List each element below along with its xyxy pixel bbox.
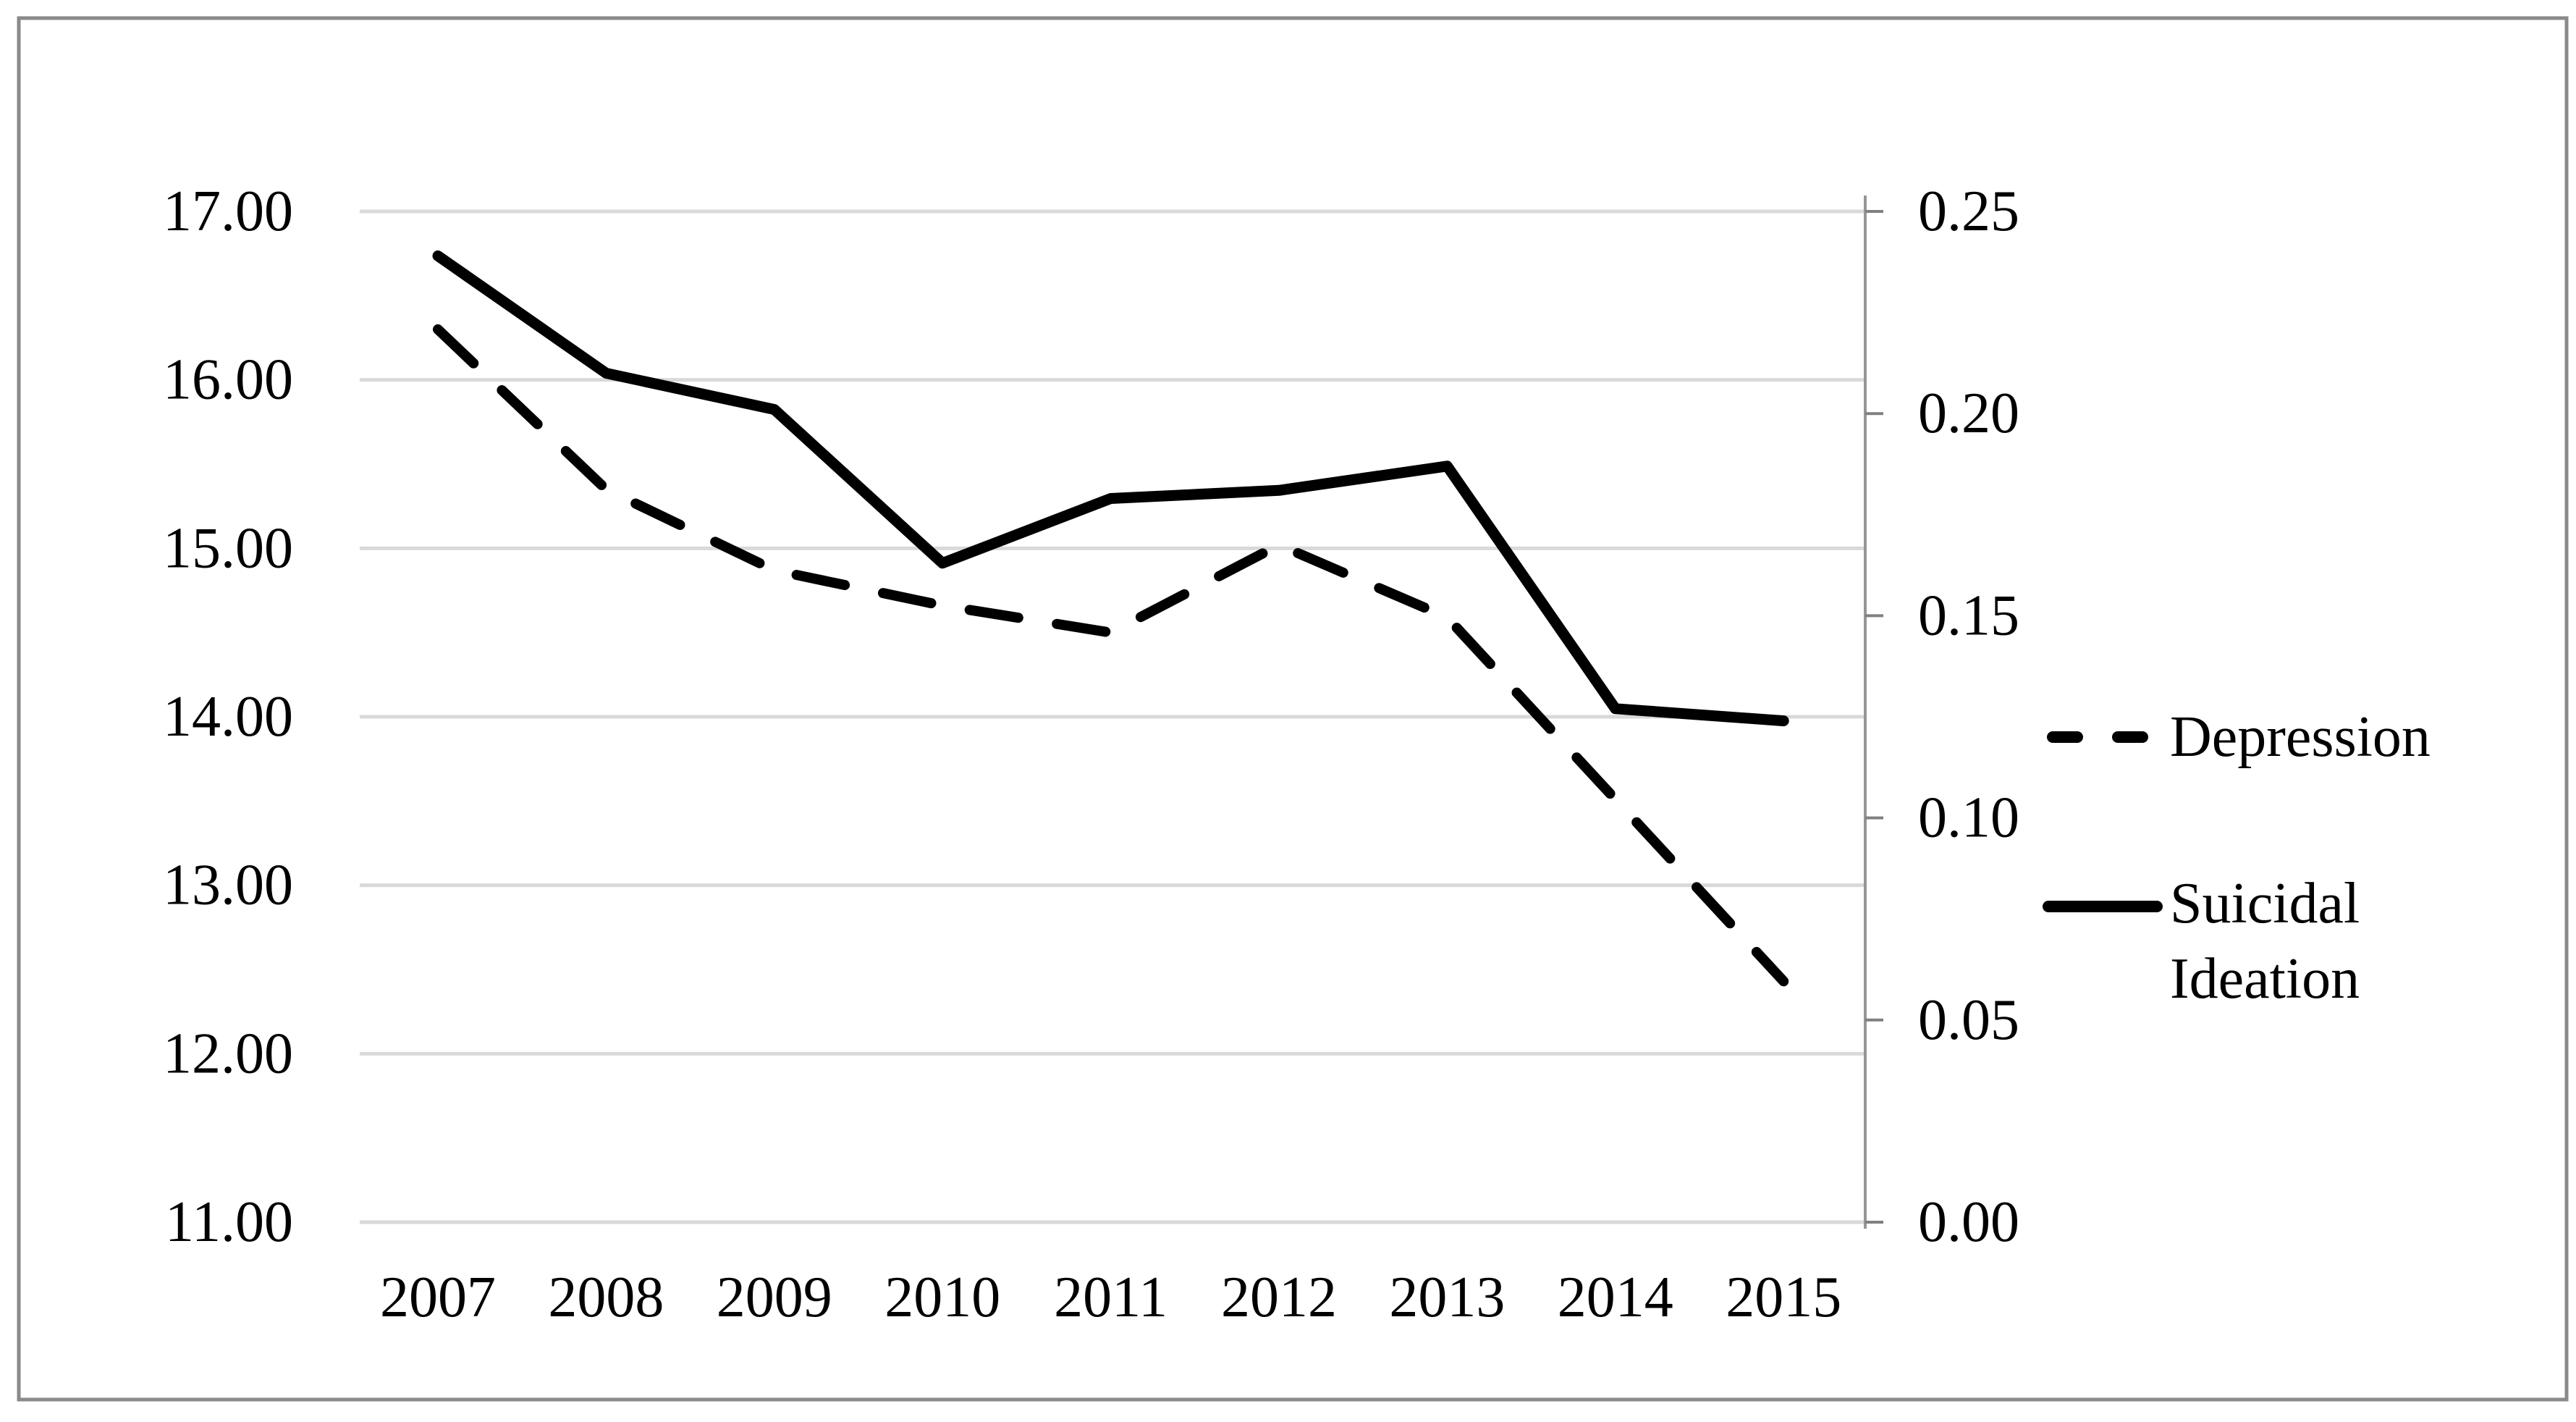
- x-axis-year-label: 2009: [717, 1266, 832, 1329]
- y-right-tick-label: 0.05: [1918, 988, 2019, 1052]
- x-axis-year-label: 2014: [1558, 1266, 1673, 1329]
- y-right-tick-label: 0.25: [1918, 180, 2019, 243]
- x-axis-year-label: 2013: [1389, 1266, 1505, 1329]
- x-axis-year-label: 2012: [1221, 1266, 1337, 1329]
- y-left-tick-label: 11.00: [165, 1190, 293, 1254]
- x-axis-year-label: 2007: [380, 1266, 496, 1329]
- y-left-tick-label: 16.00: [163, 348, 293, 412]
- y-left-tick-label: 13.00: [163, 854, 293, 917]
- y-right-tick-label: 0.00: [1918, 1190, 2019, 1254]
- y-left-tick-label: 14.00: [163, 685, 293, 749]
- legend-suicidal-ideation-label-line2: Ideation: [2170, 947, 2360, 1011]
- legend-suicidal-ideation-label-line1: Suicidal: [2170, 872, 2360, 935]
- depression-line: [433, 324, 1789, 987]
- y-right-tick-label: 0.15: [1918, 584, 2019, 647]
- x-axis-year-label: 2008: [548, 1266, 664, 1329]
- y-right-tick-label: 0.20: [1918, 382, 2019, 445]
- y-right-tick-label: 0.10: [1918, 786, 2019, 850]
- y-left-tick-label: 12.00: [163, 1022, 293, 1085]
- x-axis-year-label: 2011: [1054, 1266, 1167, 1329]
- x-axis-year-label: 2010: [884, 1266, 1000, 1329]
- legend-depression-label: Depression: [2170, 705, 2431, 769]
- figure-border: [17, 16, 2569, 1402]
- y-left-tick-label: 17.00: [163, 180, 293, 243]
- suicidal-ideation-line: [432, 250, 1789, 727]
- y-left-tick-label: 15.00: [163, 516, 293, 580]
- x-axis-year-label: 2015: [1726, 1266, 1841, 1329]
